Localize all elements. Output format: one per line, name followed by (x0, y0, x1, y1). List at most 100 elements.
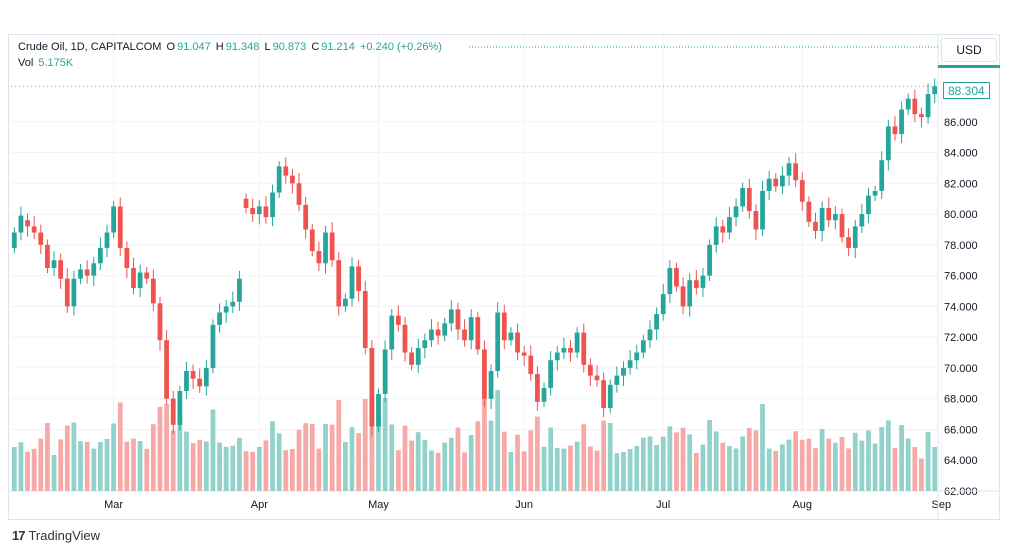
candle-body (528, 355, 534, 375)
volume-bar (521, 451, 527, 491)
volume-bar (98, 442, 103, 491)
candle-body (111, 206, 117, 233)
volume-bar (415, 432, 421, 491)
volume-label[interactable]: Vol (18, 57, 34, 69)
candle-body (674, 267, 679, 287)
candle-body (614, 375, 620, 385)
candle-body (482, 349, 487, 399)
ohlc-legend: Crude Oil, 1D, CAPITALCOM O 91.047 H 91.34… (18, 41, 444, 53)
candle-body (879, 160, 885, 191)
candle-body (832, 214, 838, 221)
candle-body (64, 278, 70, 307)
volume-bar (508, 452, 514, 491)
y-tick-label: 82.000 (944, 178, 978, 190)
y-tick-label: 62.000 (944, 486, 978, 498)
x-tick-label: Apr (251, 499, 268, 511)
x-tick-label: Jun (515, 499, 533, 511)
volume-bar (303, 423, 309, 491)
volume-bar (621, 452, 626, 491)
volume-bar (362, 399, 368, 491)
volume-bar (270, 421, 275, 491)
volume-bar (601, 420, 607, 491)
candle-body (78, 269, 83, 279)
candle-body (839, 214, 845, 238)
volume-bar (627, 449, 633, 491)
brand-name: TradingView (28, 528, 101, 543)
volume-bar (336, 400, 342, 491)
volume-bar (316, 448, 322, 491)
volume-bar (111, 423, 117, 491)
candle-body (733, 206, 739, 218)
volume-bar (793, 431, 799, 491)
volume-bar (422, 440, 428, 491)
volume-bar (528, 430, 534, 491)
candle-body (124, 247, 130, 268)
candle-body (422, 340, 428, 348)
candle-body (846, 237, 851, 248)
candle-body (647, 329, 653, 341)
volume-bar (462, 452, 467, 491)
symbol-label[interactable]: Crude Oil, 1D, CAPITALCOM (18, 41, 162, 53)
volume-bar (660, 436, 666, 491)
volume-bar (131, 438, 136, 491)
volume-bar (548, 427, 554, 491)
high-label: H (215, 41, 224, 53)
candle-body (693, 280, 699, 288)
volume-bar (38, 438, 44, 491)
candle-body (687, 280, 693, 307)
candle-body (25, 220, 30, 227)
volume-bar (276, 433, 282, 491)
tradingview-brand[interactable]: 17 TradingView (12, 528, 100, 543)
volume-bar (819, 429, 825, 491)
high-value: 91.348 (225, 41, 260, 53)
candle-body (667, 267, 673, 295)
candle-body (223, 306, 229, 313)
chart-frame[interactable]: 62.000 64.000 66.000 68.000 70.000 72.000 74.0… (8, 34, 1000, 520)
volume-bar (799, 439, 805, 491)
volume-bar (329, 424, 335, 491)
candle-body (91, 263, 97, 276)
candle-body (826, 207, 832, 221)
volume-bar (607, 423, 613, 491)
candle-body (554, 352, 560, 361)
candle-body (501, 312, 507, 341)
candle-body (117, 206, 123, 248)
volume-bar (51, 455, 57, 491)
volume-bar (455, 427, 461, 491)
candle-body (349, 266, 355, 299)
y-tick-label: 78.000 (944, 240, 978, 252)
candle-body (45, 244, 50, 268)
candle-body (607, 384, 613, 408)
volume-bar (382, 397, 388, 491)
candle-body (184, 371, 189, 391)
y-tick-label: 72.000 (944, 332, 978, 344)
candle-body (356, 266, 362, 291)
volume-bar (402, 425, 408, 491)
volume-bar (389, 424, 395, 491)
candle-body (58, 260, 64, 279)
candle-body (574, 332, 580, 353)
candle-body (813, 221, 818, 231)
candle-body (276, 166, 282, 193)
volume-bar (773, 451, 779, 491)
volume-bar (482, 398, 487, 491)
currency-underline (938, 65, 1000, 68)
candle-body (621, 367, 626, 376)
candle-body (601, 380, 607, 408)
x-tick-label: Sep (932, 499, 952, 511)
candlestick-chart[interactable]: 62.000 64.000 66.000 68.000 70.000 72.000 74.0… (9, 35, 999, 519)
candle-body (389, 315, 395, 350)
currency-button[interactable]: USD (941, 38, 997, 62)
volume-bar (852, 432, 858, 491)
candle-body (541, 387, 547, 402)
volume-bar (733, 448, 739, 491)
candle-body (462, 329, 467, 341)
volume-bar (78, 441, 83, 491)
candle-body (786, 163, 792, 176)
volume-bar (707, 420, 712, 491)
y-tick-label: 64.000 (944, 455, 978, 467)
candle-body (766, 178, 772, 191)
volume-bar (376, 415, 381, 491)
volume-value: 5.175K (38, 57, 74, 69)
candle-body (382, 349, 388, 395)
